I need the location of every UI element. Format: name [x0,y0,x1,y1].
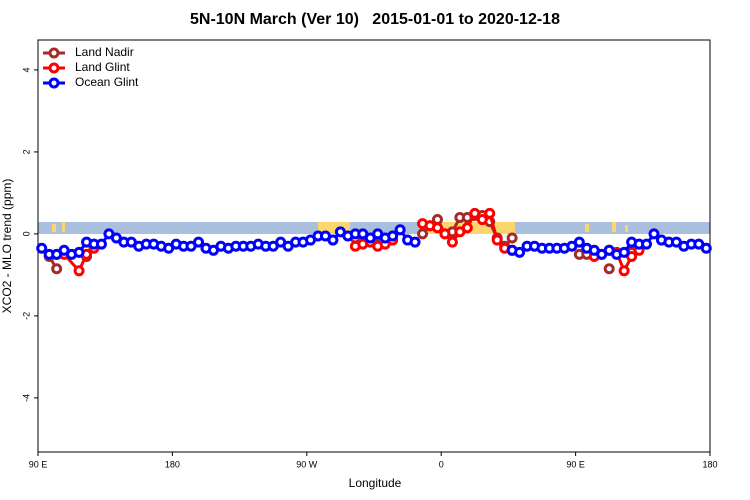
chart-title: 5N-10N March (Ver 10) 2015-01-01 to 2020… [190,11,560,28]
x-tick-label: 90 E [29,459,48,469]
point [73,265,85,277]
x-axis-label: Longitude [349,476,402,490]
x-tick-label: 90 E [566,459,585,469]
x-tick-label: 180 [702,459,717,469]
x-tick-label: 0 [439,459,444,469]
point [700,242,712,254]
point [461,222,473,234]
point [618,246,630,258]
y-axis-label: XCO2 - MLO trend (ppm) [0,179,14,314]
y-tick-label: 4 [21,67,31,72]
point [327,234,339,246]
point [36,242,48,254]
point [514,246,526,258]
point [484,207,496,219]
point [51,263,63,275]
point [73,246,85,258]
point [446,236,458,248]
point [95,238,107,250]
point [417,228,429,240]
point [618,265,630,277]
point [409,236,421,248]
legend-label: Ocean Glint [75,75,139,89]
point [641,238,653,250]
legend-label: Land Nadir [75,45,134,59]
point [476,214,488,226]
point [506,232,518,244]
x-tick-label: 180 [165,459,180,469]
point [603,263,615,275]
point [573,236,585,248]
point [387,230,399,242]
legend-marker [48,47,60,59]
point [491,234,503,246]
surface-band [38,222,710,234]
x-tick-label: 90 W [296,459,318,469]
point [394,224,406,236]
point [648,228,660,240]
point [469,207,481,219]
y-tick-label: -2 [21,312,31,320]
point [431,222,443,234]
point [193,236,205,248]
point [439,228,451,240]
y-tick-label: -4 [21,394,31,402]
y-tick-label: 0 [21,231,31,236]
legend-marker [48,77,60,89]
legend-label: Land Glint [75,60,130,74]
y-tick-label: 2 [21,149,31,154]
legend-marker [48,62,60,74]
